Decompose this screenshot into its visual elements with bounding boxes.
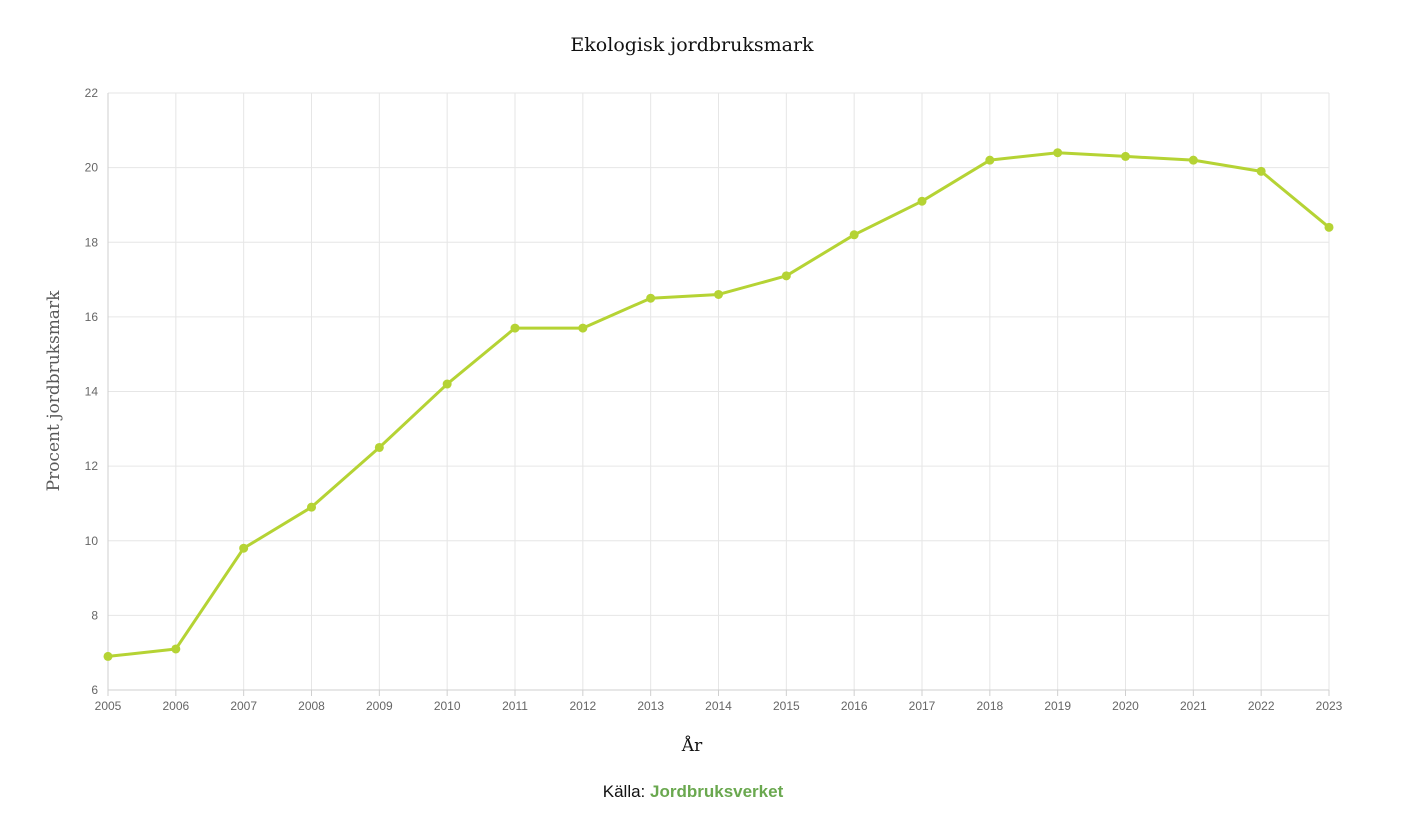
y-axis-ticks: 6 8 10 12 14 16 18 20 22 bbox=[85, 86, 99, 697]
series-group bbox=[103, 148, 1334, 661]
x-tick-label: 2019 bbox=[1044, 699, 1071, 713]
data-point[interactable] bbox=[1188, 155, 1198, 165]
x-tick-label: 2013 bbox=[637, 699, 664, 713]
x-tick-label: 2017 bbox=[909, 699, 936, 713]
y-tick-label: 20 bbox=[85, 161, 99, 175]
y-tick-label: 10 bbox=[85, 534, 99, 548]
grid bbox=[107, 92, 1330, 691]
y-tick-label: 16 bbox=[85, 310, 99, 324]
x-tick-label: 2008 bbox=[298, 699, 325, 713]
y-tick-label: 14 bbox=[85, 385, 99, 399]
x-tick-label: 2010 bbox=[434, 699, 461, 713]
data-point[interactable] bbox=[171, 644, 181, 654]
data-point[interactable] bbox=[307, 502, 316, 512]
y-tick-label: 12 bbox=[85, 459, 99, 473]
x-axis-ticks: 2005 2006 2007 2008 2009 2010 2011 2012 2013 2014… bbox=[95, 699, 1343, 713]
x-tick-label: 2023 bbox=[1316, 699, 1343, 713]
data-point[interactable] bbox=[1121, 151, 1130, 161]
data-point[interactable] bbox=[849, 230, 859, 240]
data-point[interactable] bbox=[1324, 222, 1334, 232]
x-tick-label: 2018 bbox=[976, 699, 1003, 713]
x-axis-title: År bbox=[681, 735, 703, 756]
x-tick-label: 2007 bbox=[230, 699, 257, 713]
axes bbox=[107, 93, 1330, 696]
source-credit: Källa: Jordbruksverket bbox=[0, 782, 1386, 802]
source-link[interactable]: Jordbruksverket bbox=[650, 782, 784, 801]
y-tick-label: 18 bbox=[85, 235, 99, 249]
x-tick-label: 2005 bbox=[95, 699, 122, 713]
data-point[interactable] bbox=[374, 442, 384, 452]
x-tick-label: 2014 bbox=[705, 699, 732, 713]
data-point[interactable] bbox=[578, 323, 588, 333]
y-tick-label: 8 bbox=[91, 608, 98, 622]
x-tick-label: 2006 bbox=[162, 699, 189, 713]
x-tick-label: 2009 bbox=[366, 699, 393, 713]
x-tick-label: 2022 bbox=[1248, 699, 1275, 713]
data-point[interactable] bbox=[1256, 166, 1266, 176]
data-point[interactable] bbox=[510, 323, 520, 333]
data-point[interactable] bbox=[239, 543, 249, 553]
data-point[interactable] bbox=[442, 379, 452, 389]
x-tick-label: 2015 bbox=[773, 699, 800, 713]
data-point[interactable] bbox=[985, 155, 995, 165]
x-tick-label: 2011 bbox=[502, 699, 528, 713]
y-tick-label: 22 bbox=[85, 86, 99, 100]
x-tick-label: 2020 bbox=[1112, 699, 1139, 713]
data-point[interactable] bbox=[646, 293, 656, 303]
x-tick-label: 2021 bbox=[1180, 699, 1207, 713]
data-point[interactable] bbox=[1053, 148, 1063, 158]
data-point[interactable] bbox=[917, 196, 927, 206]
data-point[interactable] bbox=[714, 289, 723, 299]
source-prefix: Källa: bbox=[602, 782, 646, 801]
chart-title: Ekologisk jordbruksmark bbox=[570, 34, 814, 56]
x-tick-label: 2012 bbox=[569, 699, 596, 713]
y-tick-label: 6 bbox=[91, 683, 98, 697]
data-point[interactable] bbox=[103, 651, 113, 661]
x-tick-label: 2016 bbox=[841, 699, 868, 713]
data-point[interactable] bbox=[781, 271, 791, 281]
y-axis-title: Procent jordbruksmark bbox=[44, 290, 64, 491]
